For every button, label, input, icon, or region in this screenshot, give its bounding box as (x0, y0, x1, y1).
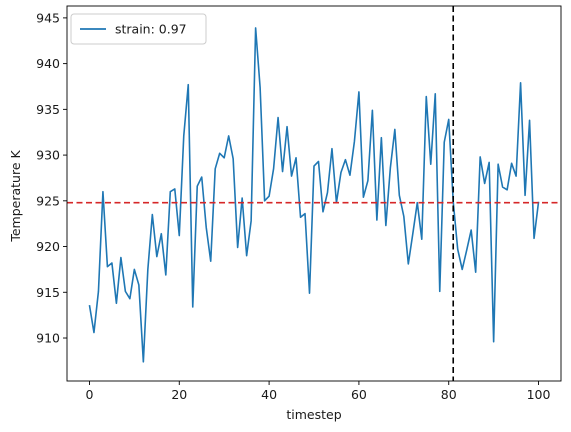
y-tick-label: 915 (36, 285, 60, 300)
x-tick-label: 0 (85, 387, 93, 402)
x-tick-label: 100 (527, 387, 551, 402)
y-tick-label: 930 (36, 148, 60, 163)
x-tick-label: 20 (171, 387, 187, 402)
x-tick-label: 40 (261, 387, 277, 402)
legend: strain: 0.97 (70, 13, 207, 45)
y-axis-ticks: 910 915 920 925 930 935 940 945 (36, 10, 67, 346)
legend-box (70, 13, 207, 45)
legend-label: strain: 0.97 (115, 22, 187, 37)
plot-frame (66, 5, 562, 382)
y-tick-label: 945 (36, 10, 60, 25)
x-tick-label: 80 (441, 387, 457, 402)
y-tick-label: 935 (36, 102, 60, 117)
y-tick-label: 925 (36, 193, 60, 208)
y-tick-label: 910 (36, 331, 60, 346)
x-axis-ticks: 0 20 40 60 80 100 (85, 381, 551, 402)
x-tick-label: 60 (351, 387, 367, 402)
x-axis-label: timestep (286, 407, 341, 422)
plot-area (66, 5, 562, 382)
series-line-0 (88, 27, 540, 363)
y-tick-label: 920 (36, 239, 60, 254)
y-axis-label: Temperature K (8, 150, 23, 243)
y-tick-label: 940 (36, 56, 60, 71)
